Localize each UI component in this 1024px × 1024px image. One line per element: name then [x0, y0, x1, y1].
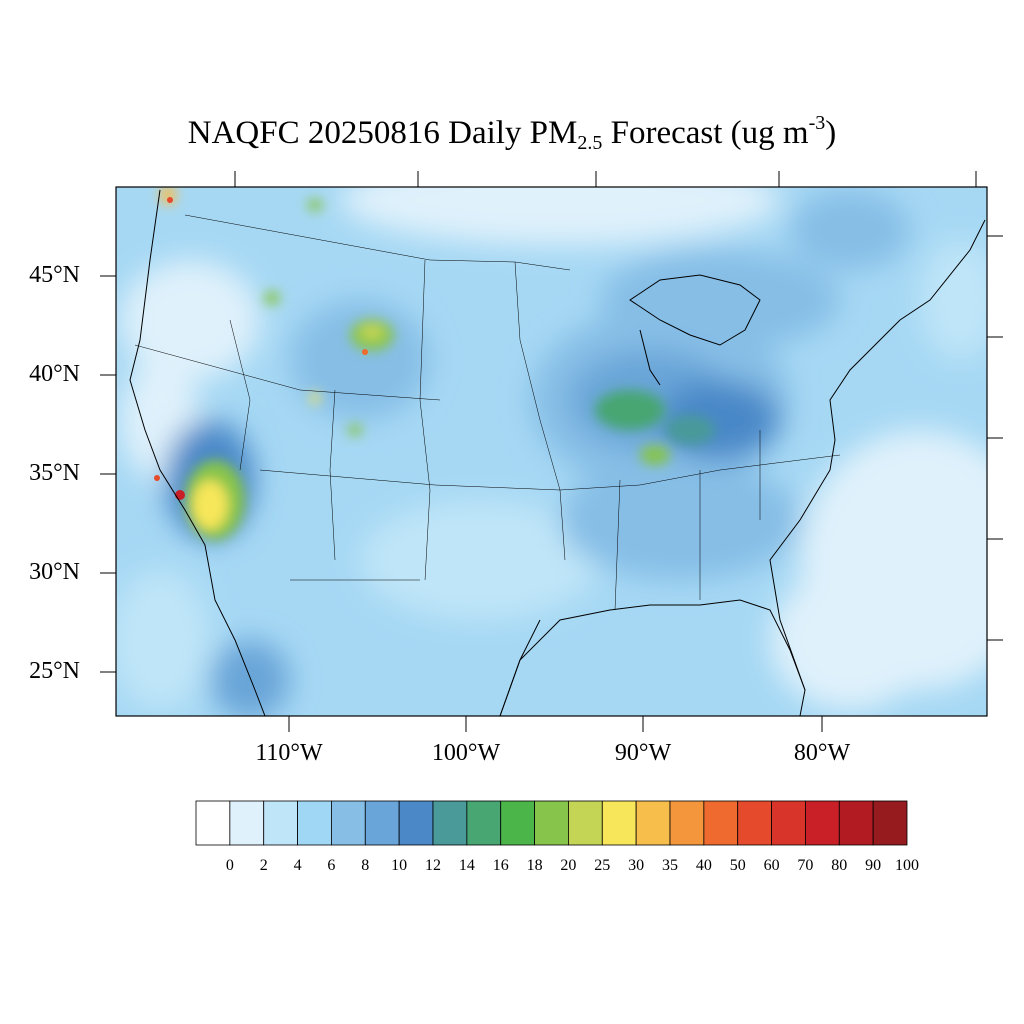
colorbar-tick-label: 4: [293, 857, 302, 874]
colorbar-tick-label: 30: [628, 857, 645, 874]
colorbar-tick-label: 20: [560, 857, 577, 874]
lon-label: 90°W: [614, 740, 672, 766]
lon-label: 110°W: [255, 740, 323, 766]
colorbar-tick-label: 16: [492, 857, 509, 874]
colorbar-swatch: [737, 800, 772, 846]
lat-label: 45°N: [29, 262, 80, 288]
colorbar-tick-label: 0: [225, 857, 234, 874]
colorbar-swatch: [500, 800, 535, 846]
colorbar-swatch: [669, 800, 705, 846]
colorbar-swatch: [229, 800, 265, 846]
colorbar-tick-label: 40: [695, 857, 712, 874]
colorbar-swatch: [568, 800, 603, 846]
map-title: NAQFC 20250816 Daily PM2.5 Forecast (ug …: [187, 112, 837, 154]
colorbar-tick-label: 50: [729, 857, 746, 874]
colorbar-tick-label: 12: [425, 857, 441, 874]
lat-label: 30°N: [29, 559, 80, 585]
colorbar-swatch: [872, 800, 908, 846]
lat-label: 25°N: [29, 658, 80, 684]
colorbar-tick-label: 100: [895, 857, 919, 874]
map-frame: [115, 186, 988, 717]
colorbar-swatch: [805, 800, 840, 846]
lat-label: 40°N: [29, 361, 80, 387]
state-borders: [134, 214, 841, 611]
colorbar-tick-label: 14: [458, 857, 475, 874]
lon-label: 80°W: [793, 740, 851, 766]
colorbar-swatch: [364, 800, 400, 846]
colorbar-swatch: [297, 800, 332, 846]
colorbar-swatch: [635, 800, 671, 846]
colorbar-swatch: [432, 800, 468, 846]
colorbar-tick-label: 90: [865, 857, 882, 874]
coastlines: [129, 189, 986, 716]
colorbar-tick-label: 18: [526, 857, 543, 874]
axis-ticks: [100, 171, 1003, 732]
concentration-field: [116, 187, 987, 716]
colorbar-swatch: [466, 800, 502, 846]
colorbar-swatch: [838, 800, 874, 846]
colorbar: [195, 800, 908, 846]
colorbar-tick-label: 25: [594, 857, 611, 874]
colorbar-swatch: [703, 800, 739, 846]
colorbar-swatch: [771, 800, 806, 846]
colorbar-swatch: [601, 800, 637, 846]
colorbar-tick-label: 35: [662, 857, 678, 874]
colorbar-tick-label: 60: [763, 857, 780, 874]
colorbar-swatch: [398, 800, 434, 846]
colorbar-tick-label: 10: [391, 857, 408, 874]
lon-label: 100°W: [431, 740, 501, 766]
colorbar-swatch: [331, 800, 366, 846]
colorbar-tick-label: 80: [831, 857, 848, 874]
lat-label: 35°N: [29, 460, 80, 486]
colorbar-tick-label: 8: [361, 857, 370, 874]
colorbar-tick-label: 6: [327, 857, 336, 874]
colorbar-tick-label: 70: [797, 857, 814, 874]
colorbar-swatch: [263, 800, 298, 846]
colorbar-swatch: [195, 800, 231, 846]
colorbar-swatch: [534, 800, 569, 846]
colorbar-tick-label: 2: [259, 857, 268, 874]
